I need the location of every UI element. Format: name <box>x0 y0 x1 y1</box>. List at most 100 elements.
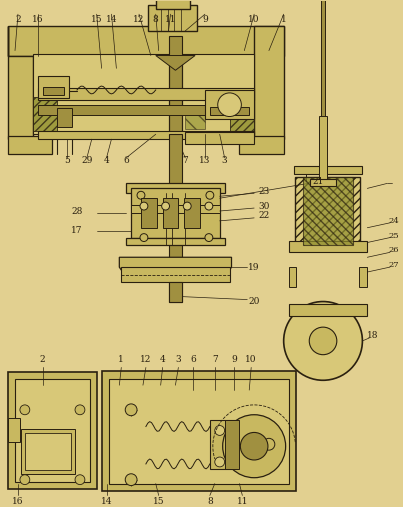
Polygon shape <box>8 26 33 139</box>
Text: 21: 21 <box>312 177 324 186</box>
Text: 5: 5 <box>64 156 70 165</box>
Bar <box>239 136 284 154</box>
Text: 15: 15 <box>153 497 164 506</box>
Text: 12: 12 <box>133 15 145 24</box>
Circle shape <box>206 191 214 199</box>
Text: 14: 14 <box>101 497 112 506</box>
Text: 22: 22 <box>258 211 270 221</box>
Text: 16: 16 <box>12 497 24 506</box>
Bar <box>8 418 20 442</box>
Text: 23: 23 <box>258 187 270 196</box>
Bar <box>37 76 69 98</box>
Text: 8: 8 <box>207 497 213 506</box>
Bar <box>184 198 200 228</box>
Bar <box>295 176 360 247</box>
Bar <box>8 26 284 55</box>
Circle shape <box>162 202 170 210</box>
Circle shape <box>284 302 362 380</box>
Text: 27: 27 <box>388 261 399 269</box>
Bar <box>126 184 224 193</box>
Circle shape <box>309 327 337 355</box>
Text: 1: 1 <box>281 15 287 24</box>
Circle shape <box>20 475 30 485</box>
Text: 7: 7 <box>212 355 218 364</box>
Bar <box>205 90 254 120</box>
Bar <box>110 379 289 484</box>
Text: 12: 12 <box>140 355 152 364</box>
Bar <box>8 136 52 154</box>
Circle shape <box>140 234 148 241</box>
Text: 1: 1 <box>118 355 124 364</box>
Text: 29: 29 <box>81 156 93 165</box>
Text: 30: 30 <box>258 202 270 210</box>
Text: 19: 19 <box>248 263 260 272</box>
Text: 10: 10 <box>245 355 257 364</box>
Text: 25: 25 <box>388 232 399 240</box>
Text: 7: 7 <box>183 156 188 165</box>
Circle shape <box>263 439 275 450</box>
Text: 24: 24 <box>388 217 399 225</box>
Text: 13: 13 <box>199 156 211 165</box>
Text: 16: 16 <box>32 15 44 24</box>
Circle shape <box>183 202 191 210</box>
Text: 28: 28 <box>71 206 83 215</box>
Circle shape <box>137 191 145 199</box>
Bar <box>8 373 97 489</box>
Bar <box>303 176 353 245</box>
Text: 3: 3 <box>222 156 227 165</box>
Polygon shape <box>254 26 284 139</box>
Bar <box>185 105 205 129</box>
Text: 2: 2 <box>15 15 21 24</box>
Text: 18: 18 <box>366 332 378 341</box>
Bar <box>131 205 220 213</box>
Text: 3: 3 <box>176 355 181 364</box>
Bar <box>321 0 325 164</box>
Bar <box>43 87 64 95</box>
Bar <box>168 36 182 134</box>
Text: 6: 6 <box>190 355 196 364</box>
Bar <box>21 429 75 474</box>
Bar <box>37 131 254 139</box>
Bar <box>141 198 157 228</box>
Circle shape <box>140 202 148 210</box>
Text: 6: 6 <box>123 156 129 165</box>
Bar <box>33 54 254 134</box>
Text: 9: 9 <box>232 355 237 364</box>
Bar <box>15 379 90 482</box>
Circle shape <box>205 234 213 241</box>
Bar <box>210 106 249 115</box>
Bar <box>57 107 72 127</box>
Bar <box>293 166 362 173</box>
Circle shape <box>125 404 137 416</box>
Bar <box>168 282 182 302</box>
Bar <box>310 178 336 187</box>
Bar <box>289 305 367 316</box>
Text: 11: 11 <box>165 15 176 24</box>
Circle shape <box>215 425 224 436</box>
Bar <box>230 97 254 131</box>
Bar <box>168 134 182 302</box>
Bar <box>102 372 297 491</box>
Text: 11: 11 <box>237 497 248 506</box>
Text: 26: 26 <box>388 246 399 255</box>
Bar <box>224 420 239 469</box>
Bar <box>25 433 71 470</box>
Text: 2: 2 <box>40 355 46 364</box>
Bar <box>210 420 239 469</box>
Bar <box>163 198 179 228</box>
Text: 20: 20 <box>249 297 260 306</box>
Polygon shape <box>119 257 231 270</box>
Text: 4: 4 <box>104 156 109 165</box>
Text: 9: 9 <box>202 15 208 24</box>
Bar <box>185 132 254 144</box>
Bar <box>156 0 190 9</box>
Circle shape <box>75 405 85 415</box>
Text: 4: 4 <box>160 355 166 364</box>
Circle shape <box>240 432 268 460</box>
Bar <box>359 267 367 287</box>
Text: 14: 14 <box>106 15 117 24</box>
Text: 8: 8 <box>153 15 159 24</box>
Bar <box>289 240 367 252</box>
Circle shape <box>75 475 85 485</box>
Circle shape <box>20 405 30 415</box>
